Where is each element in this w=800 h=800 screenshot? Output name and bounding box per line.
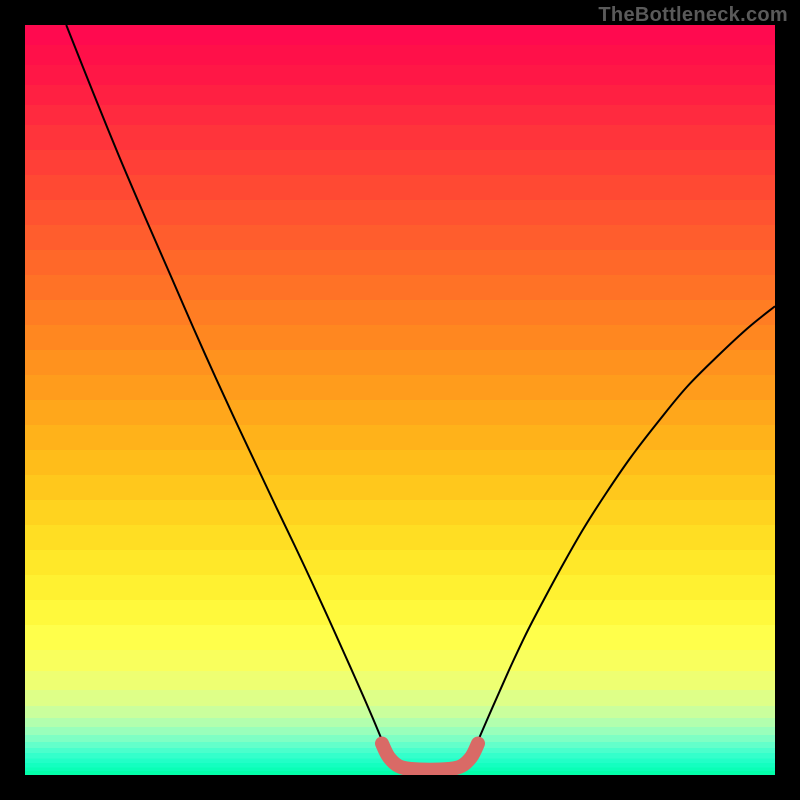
curve-layer <box>25 25 775 775</box>
v-curve-right <box>471 306 775 757</box>
chart-frame: TheBottleneck.com <box>0 0 800 800</box>
highlight-trough <box>382 744 478 770</box>
v-curve-left <box>66 25 389 757</box>
plot-area <box>25 25 775 775</box>
watermark-text: TheBottleneck.com <box>598 4 788 27</box>
